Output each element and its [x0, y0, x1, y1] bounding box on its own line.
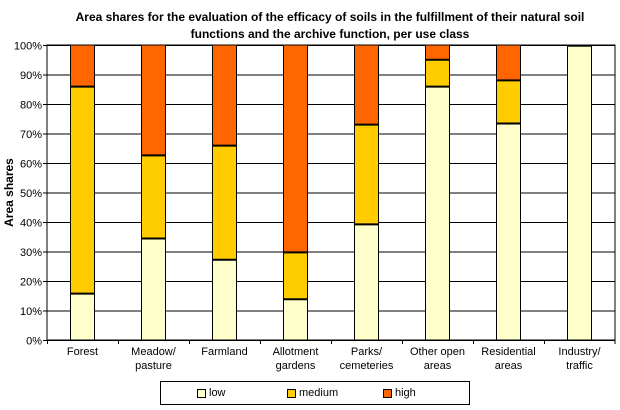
legend-swatch — [383, 388, 392, 398]
legend-item-low: low — [197, 387, 226, 399]
x-tick-label: traffic — [566, 360, 593, 372]
stacked-bar-chart: 0% 10% 20% 30% 40% 50% 60% 70% 80% 90% 100% Area sh… — [2, 41, 616, 372]
bar-segment-medium — [354, 124, 379, 225]
bar-segment-medium — [496, 79, 521, 124]
bar-segment-high — [70, 44, 95, 88]
bar-segment-low — [212, 259, 237, 341]
x-tick-label: Meadow/ — [131, 346, 177, 358]
x-tick-label: Allotment — [273, 346, 319, 358]
legend-swatch — [287, 388, 296, 398]
y-tick-label: 10% — [20, 306, 42, 318]
chart-title: Area shares for the evaluation of the ef… — [75, 10, 585, 41]
x-tick-label: gardens — [276, 360, 316, 372]
x-tick-label: Industry/ — [558, 346, 601, 358]
bar-segment-high — [283, 44, 308, 253]
y-tick-label: 100% — [14, 41, 42, 53]
bar-segment-high — [141, 44, 166, 156]
bar-segment-high — [425, 44, 450, 61]
y-tick-label: 0% — [26, 336, 42, 348]
legend-label: medium — [299, 387, 339, 399]
legend-item-medium: medium — [287, 387, 338, 399]
legend-label: high — [395, 387, 416, 399]
y-tick-label: 90% — [20, 70, 42, 82]
bar-segment-low — [496, 122, 521, 341]
y-tick-label: 20% — [20, 277, 42, 289]
y-tick-label: 70% — [20, 129, 42, 141]
legend-label: low — [209, 387, 226, 399]
legend-item-high: high — [383, 387, 416, 399]
bar-segment-low — [354, 223, 379, 341]
x-tick-label: Residential — [481, 346, 535, 358]
bar-segment-high — [496, 44, 521, 81]
bar-segment-medium — [70, 86, 95, 295]
x-tick-label: areas — [495, 360, 523, 372]
x-tick-label: Farmland — [201, 346, 247, 358]
bar-segment-medium — [141, 154, 166, 240]
bar-segment-medium — [283, 251, 308, 300]
bar-segment-low — [425, 86, 450, 341]
x-tick-label: Parks/ — [351, 346, 383, 358]
bar-segment-low — [283, 298, 308, 341]
legend-swatch — [197, 388, 206, 398]
bar-segment-high — [212, 44, 237, 147]
x-tick-label: Forest — [67, 346, 98, 358]
legend: low medium high — [160, 381, 470, 405]
y-axis-label: Area shares — [2, 158, 16, 227]
bar-segment-medium — [212, 145, 237, 261]
y-tick-label: 40% — [20, 218, 42, 230]
y-tick-label: 60% — [20, 159, 42, 171]
bar-segment-low — [70, 293, 95, 341]
bar-segment-low — [567, 45, 592, 341]
y-tick-label: 30% — [20, 247, 42, 259]
bar-segment-high — [354, 44, 379, 126]
x-tick-label: areas — [424, 360, 452, 372]
bar-segment-low — [141, 238, 166, 341]
bar-segment-medium — [425, 59, 450, 88]
x-tick-label: cemeteries — [340, 360, 394, 372]
y-tick-label: 80% — [20, 100, 42, 112]
x-tick-label: pasture — [135, 360, 172, 372]
x-tick-label: Other open — [410, 346, 465, 358]
y-tick-label: 50% — [20, 188, 42, 200]
